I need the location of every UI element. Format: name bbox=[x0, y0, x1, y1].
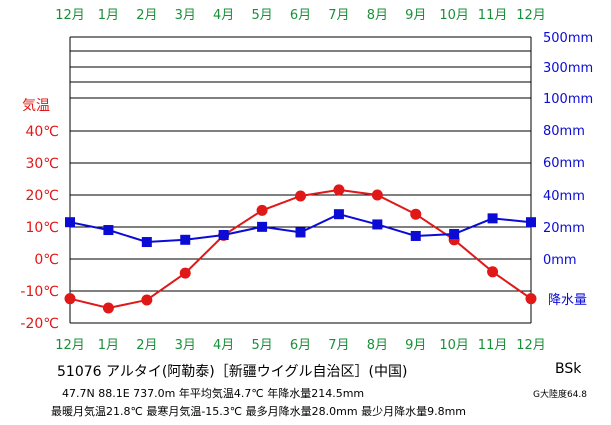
month-label-bottom: 7月 bbox=[328, 338, 349, 353]
precipitation-point bbox=[257, 221, 268, 232]
month-label-top: 5月 bbox=[251, 8, 272, 23]
temperature-point bbox=[64, 293, 76, 305]
temperature-tick-label: 20℃ bbox=[25, 188, 59, 204]
month-label-top: 9月 bbox=[405, 8, 426, 23]
month-label-top: 1月 bbox=[98, 8, 119, 23]
temperature-tick-label: -10℃ bbox=[20, 284, 59, 300]
station-summary-2: 最暖月気温21.8℃ 最寒月気温-15.3℃ 最多月降水量28.0mm 最少月降… bbox=[51, 405, 466, 418]
temperature-tick-label: 10℃ bbox=[25, 220, 59, 236]
month-label-top: 12月 bbox=[516, 8, 546, 23]
month-label-top: 11月 bbox=[478, 8, 508, 23]
temperature-point bbox=[333, 184, 345, 196]
precipitation-tick-label: 20mm bbox=[543, 221, 585, 236]
month-labels-bottom: 12月 1月 2月 3月 4月 5月 6月 7月 8月 9月 10月 11月 12月 bbox=[55, 338, 546, 353]
temperature-point bbox=[179, 267, 191, 279]
precipitation-point bbox=[295, 227, 306, 238]
temperature-point bbox=[102, 302, 114, 314]
precipitation-point bbox=[180, 234, 191, 245]
precipitation-point bbox=[410, 230, 421, 241]
month-label-bottom: 4月 bbox=[213, 338, 234, 353]
precipitation-point bbox=[526, 217, 536, 228]
month-labels-top: 12月 1月 2月 3月 4月 5月 6月 7月 8月 9月 10月 11月 12月 bbox=[55, 8, 546, 23]
temperature-point bbox=[487, 266, 499, 278]
temperature-point bbox=[256, 204, 268, 216]
month-label-bottom: 1月 bbox=[98, 338, 119, 353]
precipitation-point bbox=[218, 230, 229, 240]
month-label-top: 7月 bbox=[328, 8, 349, 23]
month-label-top: 2月 bbox=[136, 8, 157, 23]
precipitation-series bbox=[65, 209, 536, 248]
temperature-point bbox=[141, 294, 153, 306]
precipitation-tick-label: 300mm bbox=[543, 61, 593, 76]
temperature-axis-ticks: 40℃ 30℃ 20℃ 10℃ 0℃ -10℃ -20℃ bbox=[20, 124, 59, 332]
month-label-top: 3月 bbox=[175, 8, 196, 23]
month-label-top: 12月 bbox=[55, 8, 85, 23]
month-label-bottom: 12月 bbox=[55, 338, 85, 353]
month-label-bottom: 3月 bbox=[175, 338, 196, 353]
precipitation-axis-title: 降水量 bbox=[548, 293, 587, 308]
precipitation-tick-label: 80mm bbox=[543, 124, 585, 139]
month-label-bottom: 6月 bbox=[290, 338, 311, 353]
month-label-bottom: 8月 bbox=[367, 338, 388, 353]
month-label-bottom: 9月 bbox=[405, 338, 426, 353]
month-label-bottom: 10月 bbox=[439, 338, 469, 353]
month-label-bottom: 5月 bbox=[251, 338, 272, 353]
precipitation-point bbox=[449, 229, 460, 240]
temperature-axis-title: 気温 bbox=[22, 98, 50, 114]
month-label-top: 10月 bbox=[439, 8, 469, 23]
month-label-bottom: 2月 bbox=[136, 338, 157, 353]
precipitation-axis-ticks: 500mm 300mm 100mm 80mm 60mm 40mm 20mm 0mm bbox=[543, 31, 593, 268]
temperature-tick-label: 30℃ bbox=[25, 156, 59, 172]
station-summary-1: 47.7N 88.1E 737.0m 年平均気温4.7℃ 年降水量214.5mm bbox=[62, 387, 365, 400]
precipitation-tick-label: 0mm bbox=[543, 253, 577, 268]
precipitation-tick-label: 60mm bbox=[543, 156, 585, 171]
temperature-tick-label: 0℃ bbox=[34, 252, 59, 268]
month-label-bottom: 12月 bbox=[516, 338, 546, 353]
temperature-series bbox=[64, 184, 537, 314]
temperature-tick-label: 40℃ bbox=[25, 124, 59, 140]
precipitation-tick-label: 100mm bbox=[543, 92, 593, 107]
precipitation-point bbox=[65, 217, 75, 228]
precipitation-point bbox=[487, 213, 498, 224]
temperature-point bbox=[410, 208, 422, 220]
temperature-line bbox=[69, 188, 532, 310]
precipitation-tick-label: 40mm bbox=[543, 189, 585, 204]
chart-grid bbox=[69, 36, 532, 324]
temperature-point bbox=[525, 293, 537, 305]
station-title: 51076 アルタイ(阿勒泰)［新疆ウイグル自治区］(中国) bbox=[57, 364, 408, 380]
month-label-bottom: 11月 bbox=[478, 338, 508, 353]
precipitation-tick-label: 500mm bbox=[543, 31, 593, 46]
temperature-point bbox=[371, 189, 383, 201]
precipitation-point bbox=[333, 209, 344, 220]
temperature-point bbox=[295, 190, 306, 202]
precipitation-point bbox=[141, 237, 152, 248]
temperature-tick-label: -20℃ bbox=[20, 316, 59, 332]
continentality-note: G大陸度64.8 bbox=[533, 390, 588, 400]
precipitation-point bbox=[103, 225, 114, 236]
month-label-top: 4月 bbox=[213, 8, 234, 23]
month-label-top: 6月 bbox=[290, 8, 311, 23]
precipitation-point bbox=[372, 219, 383, 230]
month-label-top: 8月 bbox=[367, 8, 388, 23]
climate-class: BSk bbox=[555, 361, 582, 377]
